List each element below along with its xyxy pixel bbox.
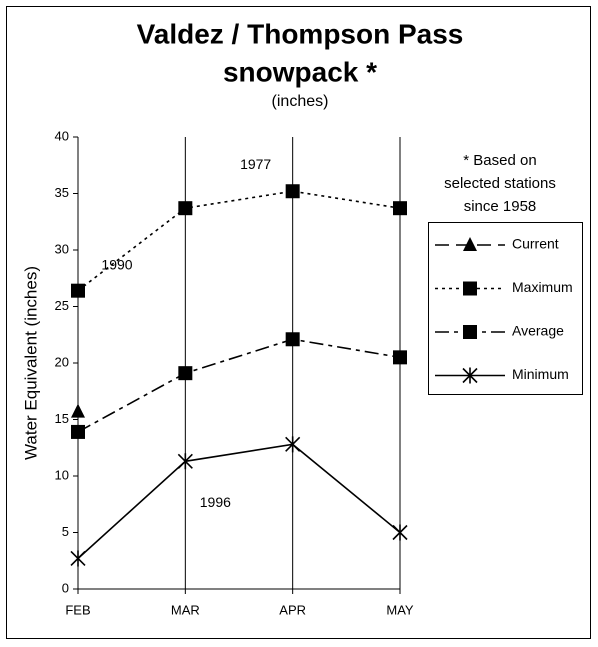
note: selected stations — [444, 175, 556, 192]
marker-shape — [462, 367, 478, 384]
marker-shape — [71, 403, 85, 418]
marker-shape — [71, 424, 85, 439]
y-tick-label: 15 — [55, 411, 69, 426]
marker-shape — [285, 436, 301, 453]
marker-shape — [393, 350, 407, 365]
marker — [70, 550, 86, 567]
annotation: 1977 — [240, 156, 271, 172]
marker — [392, 524, 408, 541]
y-tick-label: 10 — [55, 467, 69, 482]
x-tick-label: MAR — [171, 602, 200, 617]
marker-shape — [463, 281, 477, 296]
marker — [71, 403, 85, 418]
series-line — [77, 443, 401, 560]
chart-title: snowpack * — [223, 56, 377, 87]
x-tick-label: APR — [279, 602, 306, 617]
legend-marker — [463, 237, 477, 251]
marker-shape — [178, 201, 193, 216]
marker — [285, 184, 300, 199]
marker-shape — [177, 453, 193, 470]
marker-shape — [463, 325, 477, 339]
marker — [71, 424, 85, 439]
marker-shape — [71, 283, 85, 298]
legend-label: Current — [512, 236, 559, 252]
legend-marker — [463, 281, 477, 296]
annotation: 1996 — [200, 494, 231, 510]
series-line — [77, 338, 401, 433]
y-tick-label: 30 — [55, 241, 69, 256]
chart-subtitle: (inches) — [272, 93, 329, 110]
legend-label: Maximum — [512, 279, 573, 295]
marker-shape — [463, 237, 477, 251]
marker-shape — [70, 550, 86, 567]
y-tick-label: 40 — [55, 128, 69, 143]
legend-marker — [462, 367, 478, 384]
legend-label: Average — [512, 323, 564, 339]
y-axis-label: Water Equivalent (inches) — [21, 266, 40, 460]
marker — [178, 201, 193, 216]
series-line — [77, 190, 401, 292]
note: since 1958 — [464, 198, 537, 215]
marker — [393, 350, 407, 365]
marker-shape — [178, 366, 193, 381]
legend — [428, 222, 583, 395]
y-tick-label: 35 — [55, 185, 69, 200]
y-tick-label: 0 — [62, 580, 69, 595]
y-tick-label: 20 — [55, 354, 69, 369]
marker-shape — [392, 524, 408, 541]
marker-shape — [285, 332, 300, 347]
x-tick-label: FEB — [65, 602, 90, 617]
legend-marker — [463, 325, 477, 339]
marker-shape — [393, 201, 407, 216]
marker — [178, 366, 193, 381]
x-tick-label: MAY — [386, 602, 414, 617]
annotation: 1990 — [101, 256, 132, 272]
note: * Based on — [463, 152, 536, 169]
marker — [285, 332, 300, 347]
legend-label: Minimum — [512, 366, 569, 382]
chart-title: Valdez / Thompson Pass — [137, 18, 464, 49]
marker — [177, 453, 193, 470]
y-tick-label: 25 — [55, 298, 69, 313]
marker-shape — [285, 184, 300, 199]
marker — [393, 201, 407, 216]
marker — [71, 283, 85, 298]
y-tick-label: 5 — [62, 524, 69, 539]
marker — [285, 436, 301, 453]
